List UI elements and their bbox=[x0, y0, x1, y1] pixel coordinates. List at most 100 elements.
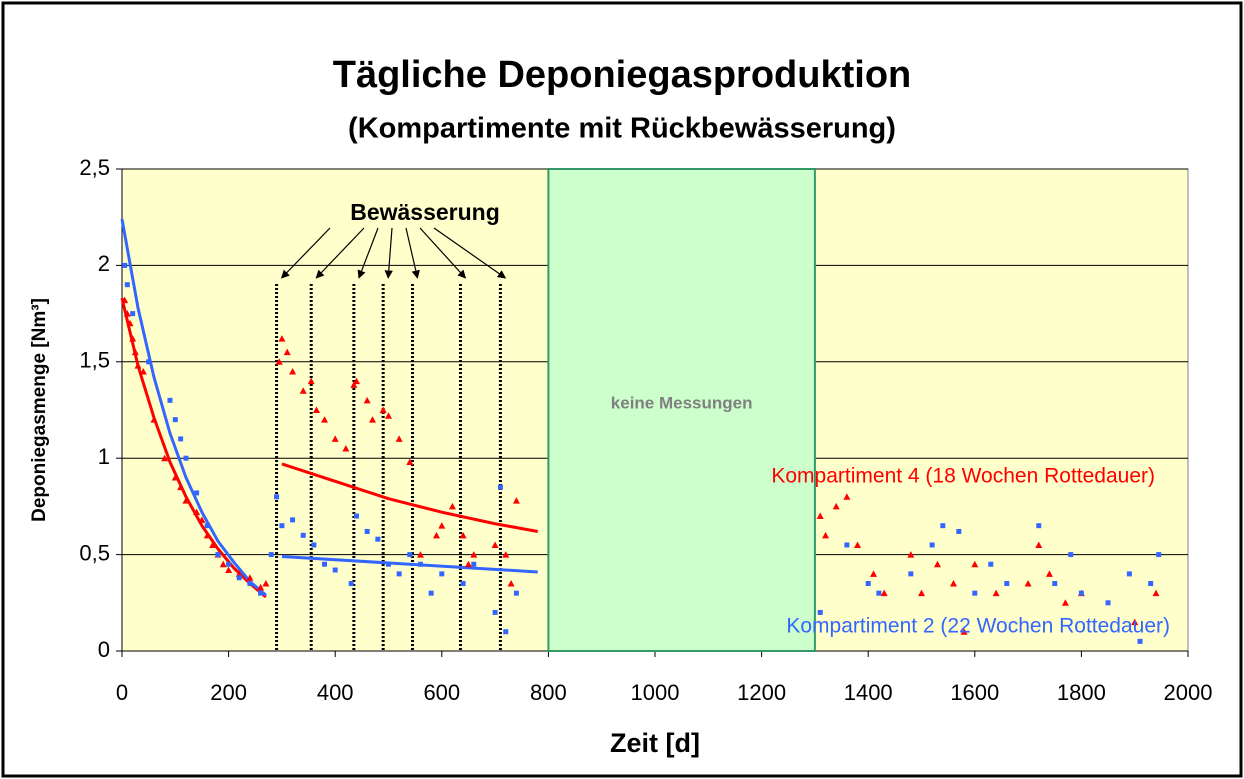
no-data-region bbox=[547, 168, 816, 652]
point bbox=[134, 362, 142, 369]
point bbox=[844, 542, 850, 548]
point bbox=[129, 335, 137, 342]
x-tick-label: 1400 bbox=[844, 680, 893, 705]
x-tick-label: 1200 bbox=[737, 680, 786, 705]
point bbox=[432, 531, 440, 539]
point bbox=[353, 377, 361, 385]
point bbox=[929, 542, 935, 548]
point bbox=[1156, 552, 1162, 558]
x-tick-label: 1800 bbox=[1057, 680, 1106, 705]
point bbox=[1068, 552, 1074, 558]
point bbox=[126, 319, 134, 327]
point bbox=[1137, 638, 1143, 644]
point bbox=[167, 397, 173, 403]
point bbox=[854, 541, 862, 548]
x-tick-label: 1000 bbox=[631, 680, 680, 705]
point bbox=[817, 609, 823, 615]
point bbox=[395, 435, 403, 442]
y-tick-label: 1,5 bbox=[79, 348, 110, 373]
y-axis-label: Deponiegasmenge [Nm³] bbox=[29, 298, 50, 522]
point bbox=[843, 493, 851, 500]
chart-title: Tägliche Deponiegasproduktion bbox=[333, 54, 912, 96]
irrigation-arrow bbox=[357, 227, 379, 279]
point bbox=[1036, 523, 1042, 529]
point bbox=[1148, 581, 1154, 587]
point bbox=[491, 541, 499, 548]
point bbox=[464, 560, 472, 568]
irrigation-arrow bbox=[433, 227, 507, 279]
point bbox=[492, 609, 498, 615]
point bbox=[283, 348, 291, 356]
point bbox=[124, 282, 130, 288]
point bbox=[971, 560, 979, 568]
y-tick-label: 1 bbox=[98, 444, 110, 469]
point bbox=[940, 523, 946, 529]
x-tick-label: 0 bbox=[116, 680, 128, 705]
point bbox=[204, 523, 210, 529]
x-axis-label: Zeit [d] bbox=[610, 728, 700, 758]
irrigation-arrow bbox=[384, 227, 393, 279]
point bbox=[300, 532, 306, 538]
point bbox=[150, 416, 158, 423]
point bbox=[865, 581, 871, 587]
point bbox=[1052, 581, 1058, 587]
point bbox=[907, 551, 915, 558]
point bbox=[278, 335, 286, 342]
point bbox=[992, 589, 1000, 597]
point bbox=[274, 494, 280, 500]
point bbox=[417, 561, 423, 567]
point bbox=[439, 571, 445, 577]
y-tick-label: 0 bbox=[98, 637, 110, 662]
point bbox=[122, 262, 128, 268]
x-tick-label: 800 bbox=[530, 680, 567, 705]
point bbox=[407, 552, 413, 558]
point bbox=[972, 590, 978, 596]
point bbox=[131, 348, 139, 356]
point bbox=[502, 551, 510, 558]
point bbox=[956, 528, 962, 534]
point bbox=[416, 551, 424, 558]
point bbox=[507, 580, 515, 587]
point bbox=[268, 552, 274, 558]
x-tick-label: 1600 bbox=[950, 680, 999, 705]
irrigation-arrow bbox=[419, 227, 467, 279]
point bbox=[215, 552, 221, 558]
point bbox=[386, 561, 391, 567]
y-tick-label: 2 bbox=[98, 251, 110, 276]
point bbox=[226, 561, 232, 567]
point bbox=[438, 522, 446, 529]
point bbox=[1152, 589, 1160, 597]
point bbox=[313, 406, 321, 413]
point bbox=[257, 583, 265, 591]
point bbox=[1078, 590, 1084, 596]
point bbox=[880, 589, 888, 597]
point bbox=[193, 508, 201, 516]
point bbox=[258, 590, 264, 596]
point bbox=[375, 536, 381, 542]
irrigation-arrow bbox=[315, 227, 365, 279]
point bbox=[321, 416, 329, 423]
point bbox=[497, 484, 503, 490]
point bbox=[876, 590, 882, 596]
point bbox=[1045, 570, 1053, 577]
point bbox=[471, 561, 477, 567]
point bbox=[460, 581, 466, 587]
point bbox=[262, 580, 270, 587]
point bbox=[385, 412, 392, 419]
irrigation-arrow bbox=[405, 227, 420, 279]
point bbox=[183, 455, 189, 461]
point bbox=[1131, 618, 1139, 626]
x-tick-label: 200 bbox=[210, 680, 247, 705]
point bbox=[236, 575, 242, 581]
point bbox=[246, 574, 254, 581]
point bbox=[299, 387, 307, 394]
point bbox=[832, 502, 840, 510]
point bbox=[279, 523, 285, 529]
point bbox=[406, 458, 414, 466]
point bbox=[503, 629, 509, 635]
point bbox=[203, 531, 211, 539]
point bbox=[960, 628, 968, 635]
point bbox=[331, 435, 339, 442]
point bbox=[512, 497, 520, 504]
